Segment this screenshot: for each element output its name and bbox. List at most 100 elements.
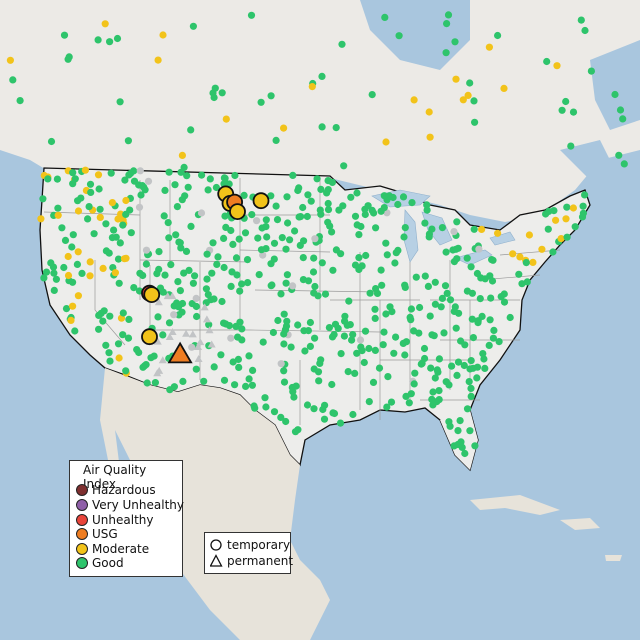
good-monitor	[324, 199, 332, 208]
canada-monitor	[466, 79, 474, 87]
good-monitor	[261, 394, 269, 402]
good-monitor	[380, 328, 388, 336]
moderate-monitor	[64, 271, 73, 280]
canada-monitor	[581, 26, 589, 35]
no-data-permanent-monitor	[196, 338, 205, 346]
good-monitor	[441, 282, 450, 290]
good-monitor	[289, 171, 297, 179]
good-monitor	[317, 185, 325, 193]
good-monitor	[311, 334, 319, 342]
good-monitor	[69, 278, 77, 286]
canada-monitor	[124, 137, 132, 145]
highlight-monitor-moderate	[252, 192, 270, 210]
good-monitor	[204, 186, 212, 194]
good-monitor	[579, 209, 588, 217]
good-monitor	[220, 234, 228, 242]
good-monitor	[270, 408, 279, 416]
canada-monitor	[619, 115, 627, 123]
good-monitor	[495, 338, 503, 346]
good-monitor	[170, 383, 178, 391]
good-monitor	[306, 318, 314, 327]
good-monitor	[425, 230, 433, 238]
good-monitor	[490, 326, 498, 334]
good-monitor	[130, 284, 138, 292]
canada-monitor	[318, 123, 326, 131]
good-monitor	[344, 368, 352, 376]
good-monitor	[102, 341, 110, 349]
good-monitor	[174, 278, 182, 286]
canada-monitor	[187, 126, 195, 134]
good-monitor	[218, 297, 226, 306]
good-monitor	[329, 266, 337, 274]
good-monitor	[173, 203, 181, 211]
canada-monitor	[180, 163, 188, 171]
moderate-monitor	[94, 171, 103, 179]
good-monitor	[143, 379, 151, 387]
good-monitor	[182, 247, 191, 255]
canada-monitor	[567, 142, 575, 150]
good-monitor	[392, 333, 400, 341]
canada-monitor	[577, 16, 585, 24]
good-monitor	[228, 268, 236, 276]
moderate-monitor	[516, 253, 524, 261]
good-monitor	[106, 357, 114, 365]
good-monitor	[87, 188, 95, 196]
triangle-icon	[210, 554, 223, 567]
good-monitor	[463, 254, 471, 262]
good-monitor	[44, 175, 52, 183]
no-data-monitor	[144, 177, 153, 185]
good-monitor	[579, 202, 587, 210]
good-monitor	[380, 204, 388, 212]
good-monitor	[121, 176, 129, 184]
good-monitor	[119, 331, 127, 339]
good-monitor	[262, 245, 270, 253]
good-monitor	[236, 287, 244, 295]
good-monitor	[71, 327, 79, 335]
good-monitor	[361, 210, 369, 219]
good-monitor	[452, 324, 460, 332]
good-monitor	[119, 309, 127, 317]
good-monitor	[165, 234, 173, 242]
good-monitor	[431, 300, 439, 308]
good-monitor	[280, 378, 289, 386]
good-monitor	[283, 317, 291, 325]
good-monitor	[480, 355, 488, 363]
good-monitor	[489, 334, 497, 342]
good-monitor	[251, 404, 259, 412]
good-monitor	[283, 271, 291, 279]
good-monitor	[209, 239, 217, 247]
good-monitor	[220, 174, 228, 182]
good-monitor	[467, 384, 475, 392]
good-monitor	[382, 239, 390, 247]
canada-monitor	[558, 106, 566, 114]
no-data-permanent-monitor	[168, 327, 177, 335]
good-monitor	[297, 213, 305, 221]
canada-monitor	[64, 55, 72, 63]
good-monitor	[310, 289, 318, 297]
good-monitor	[245, 352, 253, 360]
good-monitor	[259, 338, 267, 346]
good-monitor	[506, 313, 514, 322]
canada-monitor	[485, 43, 493, 51]
good-monitor	[217, 351, 225, 359]
good-monitor	[383, 251, 391, 259]
good-monitor	[54, 204, 62, 212]
good-monitor	[489, 256, 497, 264]
canada-monitor	[218, 89, 226, 97]
good-monitor	[115, 279, 123, 287]
good-monitor	[400, 233, 408, 241]
good-monitor	[280, 340, 288, 348]
good-monitor	[420, 344, 429, 353]
good-monitor	[465, 378, 473, 386]
moderate-swatch-icon	[76, 543, 88, 555]
good-monitor	[453, 218, 461, 226]
moderate-monitor	[525, 231, 534, 239]
moderate-monitor	[122, 196, 130, 205]
good-monitor	[105, 249, 113, 257]
canada-monitor	[444, 11, 453, 19]
good-monitor	[563, 233, 571, 241]
no-data-monitor	[136, 167, 144, 175]
good-monitor	[245, 375, 253, 383]
no-data-monitor	[170, 311, 178, 319]
good-monitor	[471, 442, 479, 450]
